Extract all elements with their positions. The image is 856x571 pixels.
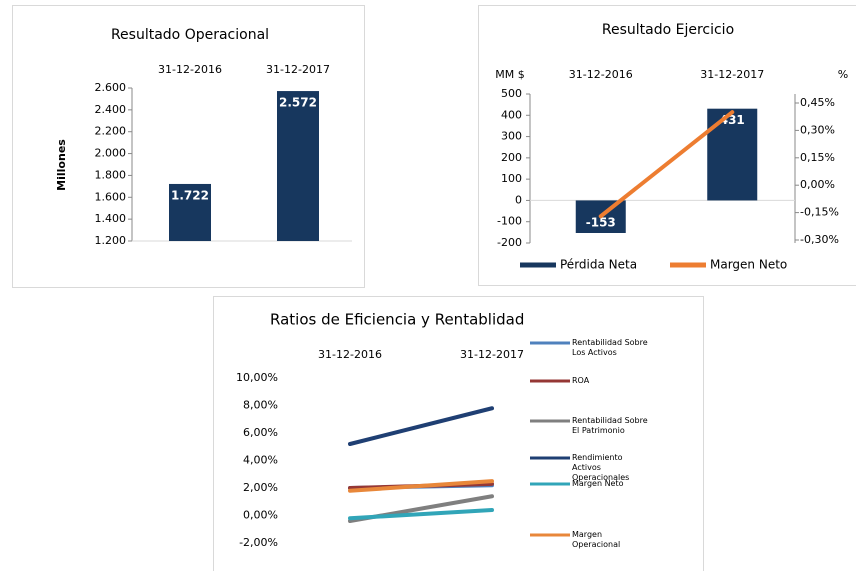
bar bbox=[277, 91, 319, 241]
category-label: 31-12-2016 bbox=[569, 68, 633, 81]
data-label: -153 bbox=[586, 215, 616, 229]
y-tick-label: 400 bbox=[501, 108, 522, 121]
chart-title: Resultado Operacional bbox=[111, 27, 269, 43]
y2-tick-label: -0,30% bbox=[800, 233, 839, 246]
category-label: 31-12-2017 bbox=[266, 63, 330, 76]
data-label: 1.722 bbox=[171, 188, 209, 202]
legend-label: Pérdida Neta bbox=[560, 258, 637, 272]
line bbox=[598, 110, 735, 219]
y-tick-label: 2.600 bbox=[95, 81, 127, 94]
y-tick-label: 1.600 bbox=[95, 190, 127, 203]
y2-tick-label: 0,45% bbox=[800, 96, 835, 109]
y-tick-label: 500 bbox=[501, 87, 522, 100]
y-tick-label: -100 bbox=[497, 215, 522, 228]
bar bbox=[169, 183, 211, 241]
legend-label: Rentabilidad Sobre El Patrimonio bbox=[572, 416, 648, 435]
y-tick-label: 6,00% bbox=[243, 426, 278, 439]
category-label: 31-12-2017 bbox=[460, 348, 524, 361]
category-label: 31-12-2017 bbox=[700, 68, 764, 81]
y-tick-label: 300 bbox=[501, 130, 522, 143]
category-label: 31-12-2016 bbox=[318, 348, 382, 361]
chart-title: Resultado Ejercicio bbox=[602, 22, 734, 38]
y-tick-label: 200 bbox=[501, 151, 522, 164]
y-tick-label: 0 bbox=[515, 193, 522, 206]
chart-frame bbox=[213, 296, 704, 571]
data-label: 2.572 bbox=[279, 96, 317, 110]
legend-label: Margen Neto bbox=[572, 479, 624, 488]
legend-label: Rendimiento Activos Operacionales bbox=[572, 453, 630, 482]
y2-tick-label: 0,00% bbox=[800, 178, 835, 191]
y2-axis-label: % bbox=[838, 68, 848, 81]
y-tick-label: 1.400 bbox=[95, 212, 127, 225]
y-tick-label: 10,00% bbox=[236, 371, 278, 384]
legend-label: ROA bbox=[572, 376, 590, 385]
y-tick-label: 2.200 bbox=[95, 125, 127, 138]
y-tick-label: 100 bbox=[501, 172, 522, 185]
legend-label: Margen Neto bbox=[710, 258, 787, 272]
y-tick-label: -200 bbox=[497, 236, 522, 249]
line bbox=[348, 508, 494, 521]
y-tick-label: -2,00% bbox=[239, 536, 278, 549]
legend-label: Margen Operacional bbox=[572, 530, 621, 549]
chart-title: Ratios de Eficiencia y Rentablidad bbox=[270, 311, 524, 329]
y-tick-label: 2.400 bbox=[95, 103, 127, 116]
y2-tick-label: 0,15% bbox=[800, 151, 835, 164]
line bbox=[348, 406, 494, 446]
y2-tick-label: 0,30% bbox=[800, 123, 835, 136]
y2-tick-label: -0,15% bbox=[800, 206, 839, 219]
y-tick-label: 4,00% bbox=[243, 454, 278, 467]
y-tick-label: 2,00% bbox=[243, 481, 278, 494]
y-tick-label: 8,00% bbox=[243, 399, 278, 412]
chart-frame bbox=[478, 5, 856, 286]
y-tick-label: 0,00% bbox=[243, 509, 278, 522]
y-tick-label: 1.800 bbox=[95, 168, 127, 181]
y-tick-label: 2.000 bbox=[95, 147, 127, 160]
y-axis-label: Millones bbox=[55, 139, 68, 191]
category-label: 31-12-2016 bbox=[158, 63, 222, 76]
legend-label: Rentabilidad Sobre Los Activos bbox=[572, 338, 648, 357]
line bbox=[348, 479, 494, 493]
y-tick-label: 1.200 bbox=[95, 234, 127, 247]
y-axis-label: MM $ bbox=[495, 68, 524, 81]
